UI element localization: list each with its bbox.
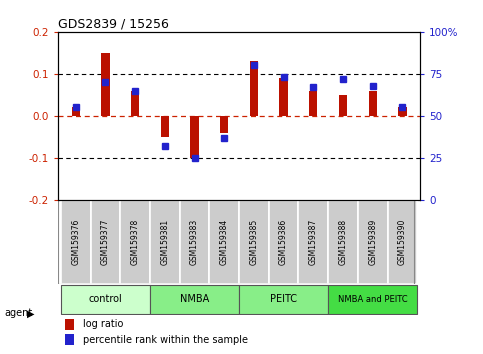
Text: GSM159376: GSM159376 [71, 219, 80, 265]
Text: GSM159388: GSM159388 [339, 219, 347, 265]
Bar [180, 200, 210, 284]
Text: GSM159386: GSM159386 [279, 219, 288, 265]
Text: control: control [88, 294, 122, 304]
Bar [161, 116, 169, 137]
Bar [269, 200, 298, 284]
Bar [61, 200, 91, 284]
Bar [250, 61, 258, 116]
Bar [71, 108, 80, 116]
Bar [328, 200, 358, 284]
Bar [298, 200, 328, 284]
Bar [150, 200, 180, 284]
Bar [358, 200, 387, 284]
Bar [220, 116, 228, 133]
Bar [387, 200, 417, 284]
Text: NMBA: NMBA [180, 294, 209, 304]
Bar [101, 53, 110, 116]
Bar [61, 285, 150, 314]
Text: GSM159385: GSM159385 [249, 219, 258, 265]
Bar [369, 91, 377, 116]
Bar [398, 108, 407, 116]
Bar [65, 334, 74, 346]
Text: GSM159383: GSM159383 [190, 219, 199, 265]
Bar [309, 91, 317, 116]
Text: log ratio: log ratio [84, 319, 124, 329]
Text: ▶: ▶ [27, 309, 34, 319]
Bar [120, 200, 150, 284]
Text: GSM159384: GSM159384 [220, 219, 229, 265]
Bar [65, 319, 74, 330]
Text: GSM159387: GSM159387 [309, 219, 318, 265]
Bar [210, 200, 239, 284]
Bar [280, 78, 288, 116]
Text: GDS2839 / 15256: GDS2839 / 15256 [58, 18, 169, 31]
Text: GSM159389: GSM159389 [368, 219, 377, 265]
Text: PEITC: PEITC [270, 294, 297, 304]
Bar [190, 116, 199, 158]
Bar [239, 285, 328, 314]
Text: NMBA and PEITC: NMBA and PEITC [338, 295, 408, 303]
Bar [339, 95, 347, 116]
Bar [91, 200, 120, 284]
Text: percentile rank within the sample: percentile rank within the sample [84, 335, 248, 345]
Bar [239, 200, 269, 284]
Bar [131, 91, 139, 116]
Bar [328, 285, 417, 314]
Text: GSM159381: GSM159381 [160, 219, 170, 265]
Text: GSM159377: GSM159377 [101, 219, 110, 265]
Bar [150, 285, 239, 314]
Text: agent: agent [5, 308, 33, 318]
Text: GSM159390: GSM159390 [398, 219, 407, 265]
Text: GSM159378: GSM159378 [131, 219, 140, 265]
